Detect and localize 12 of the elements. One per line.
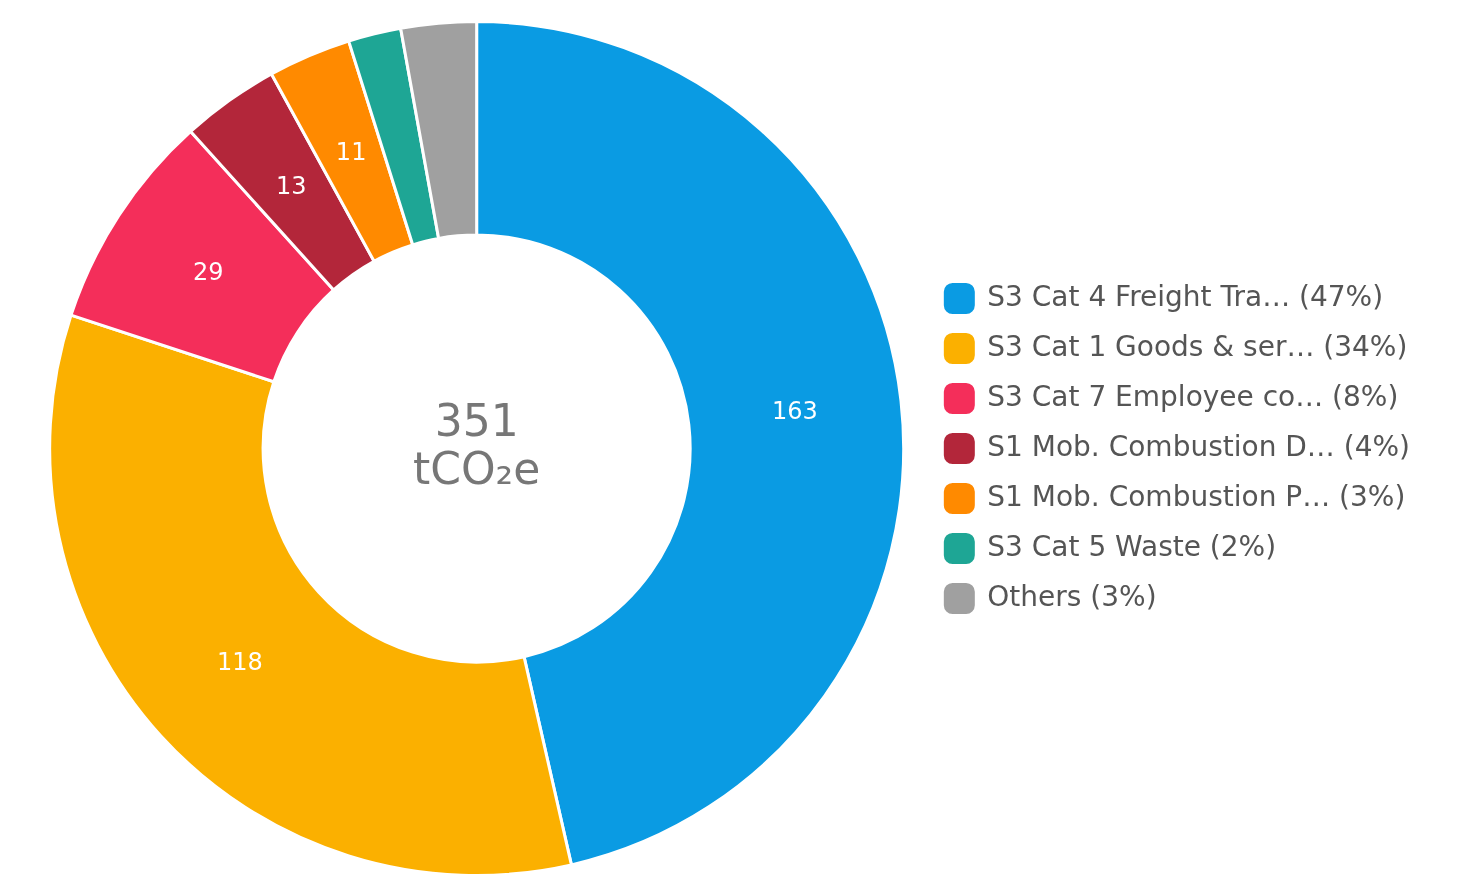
data-label: 11 (335, 138, 367, 167)
data-label: 118 (216, 648, 263, 677)
legend-label: S1 Mob. Combustion D… (4%) (987, 429, 1411, 463)
data-label: 29 (193, 257, 224, 286)
legend-label: S3 Cat 5 Waste (2%) (987, 529, 1277, 563)
legend-label: S1 Mob. Combustion P… (3%) (987, 479, 1406, 513)
legend-label: S3 Cat 1 Goods & ser… (34%) (987, 329, 1408, 363)
legend-label: S3 Cat 4 Freight Tra… (47%) (987, 279, 1384, 313)
legend-label: S3 Cat 7 Employee co… (8%) (987, 379, 1399, 413)
legend-label: Others (3%) (987, 579, 1157, 613)
data-label: 13 (275, 171, 307, 200)
data-label: 163 (772, 396, 818, 425)
